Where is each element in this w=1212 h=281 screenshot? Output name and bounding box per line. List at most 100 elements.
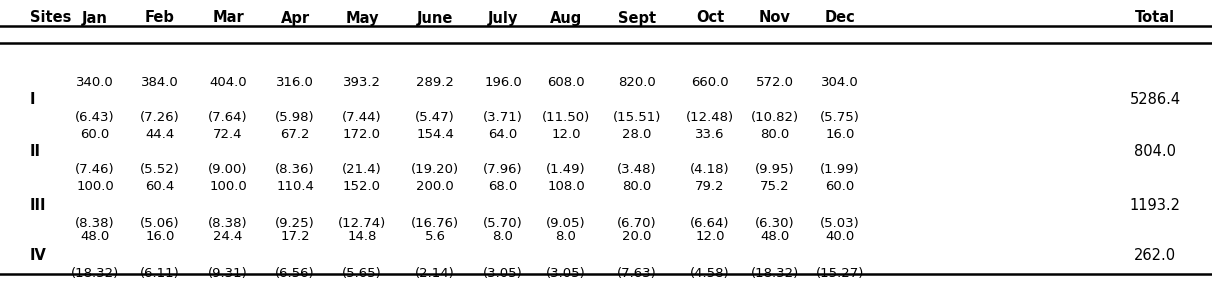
Text: Aug: Aug	[550, 10, 582, 26]
Text: 384.0: 384.0	[141, 76, 179, 89]
Text: (9.95): (9.95)	[755, 164, 795, 176]
Text: 17.2: 17.2	[280, 230, 310, 244]
Text: (6.56): (6.56)	[275, 266, 315, 280]
Text: 79.2: 79.2	[696, 180, 725, 194]
Text: Apr: Apr	[280, 10, 309, 26]
Text: 154.4: 154.4	[416, 128, 454, 140]
Text: 60.0: 60.0	[80, 128, 109, 140]
Text: (7.26): (7.26)	[141, 112, 179, 124]
Text: (11.50): (11.50)	[542, 112, 590, 124]
Text: Feb: Feb	[145, 10, 175, 26]
Text: (7.96): (7.96)	[484, 164, 522, 176]
Text: (12.74): (12.74)	[338, 216, 387, 230]
Text: (9.25): (9.25)	[275, 216, 315, 230]
Text: 72.4: 72.4	[213, 128, 242, 140]
Text: (5.65): (5.65)	[342, 266, 382, 280]
Text: (10.82): (10.82)	[751, 112, 799, 124]
Text: (3.05): (3.05)	[484, 266, 522, 280]
Text: 804.0: 804.0	[1134, 144, 1176, 160]
Text: 393.2: 393.2	[343, 76, 381, 89]
Text: 608.0: 608.0	[547, 76, 585, 89]
Text: 60.4: 60.4	[145, 180, 175, 194]
Text: (1.49): (1.49)	[547, 164, 585, 176]
Text: Jan: Jan	[82, 10, 108, 26]
Text: July: July	[487, 10, 519, 26]
Text: Sept: Sept	[618, 10, 656, 26]
Text: (8.38): (8.38)	[208, 216, 247, 230]
Text: 152.0: 152.0	[343, 180, 381, 194]
Text: (7.44): (7.44)	[342, 112, 382, 124]
Text: 64.0: 64.0	[488, 128, 518, 140]
Text: (4.58): (4.58)	[690, 266, 730, 280]
Text: 20.0: 20.0	[622, 230, 652, 244]
Text: Sites: Sites	[30, 10, 72, 26]
Text: (12.48): (12.48)	[686, 112, 734, 124]
Text: 100.0: 100.0	[76, 180, 114, 194]
Text: (5.06): (5.06)	[141, 216, 179, 230]
Text: 200.0: 200.0	[416, 180, 453, 194]
Text: (15.51): (15.51)	[613, 112, 662, 124]
Text: 40.0: 40.0	[825, 230, 854, 244]
Text: 44.4: 44.4	[145, 128, 175, 140]
Text: (3.71): (3.71)	[484, 112, 522, 124]
Text: 5286.4: 5286.4	[1130, 92, 1180, 108]
Text: (21.4): (21.4)	[342, 164, 382, 176]
Text: Oct: Oct	[696, 10, 724, 26]
Text: 75.2: 75.2	[760, 180, 790, 194]
Text: (9.31): (9.31)	[208, 266, 248, 280]
Text: 110.4: 110.4	[276, 180, 314, 194]
Text: 24.4: 24.4	[213, 230, 242, 244]
Text: (7.63): (7.63)	[617, 266, 657, 280]
Text: 48.0: 48.0	[760, 230, 790, 244]
Text: II: II	[30, 144, 41, 160]
Text: 80.0: 80.0	[623, 180, 652, 194]
Text: (9.00): (9.00)	[208, 164, 247, 176]
Text: (1.99): (1.99)	[821, 164, 859, 176]
Text: 33.6: 33.6	[696, 128, 725, 140]
Text: (6.43): (6.43)	[75, 112, 115, 124]
Text: 404.0: 404.0	[210, 76, 247, 89]
Text: IV: IV	[30, 248, 47, 262]
Text: June: June	[417, 10, 453, 26]
Text: (3.48): (3.48)	[617, 164, 657, 176]
Text: 572.0: 572.0	[756, 76, 794, 89]
Text: (6.70): (6.70)	[617, 216, 657, 230]
Text: 8.0: 8.0	[555, 230, 577, 244]
Text: 340.0: 340.0	[76, 76, 114, 89]
Text: (9.05): (9.05)	[547, 216, 585, 230]
Text: (7.46): (7.46)	[75, 164, 115, 176]
Text: 48.0: 48.0	[80, 230, 109, 244]
Text: 289.2: 289.2	[416, 76, 454, 89]
Text: (6.30): (6.30)	[755, 216, 795, 230]
Text: 5.6: 5.6	[424, 230, 446, 244]
Text: (5.75): (5.75)	[821, 112, 861, 124]
Text: (5.98): (5.98)	[275, 112, 315, 124]
Text: 14.8: 14.8	[348, 230, 377, 244]
Text: 172.0: 172.0	[343, 128, 381, 140]
Text: 100.0: 100.0	[210, 180, 247, 194]
Text: (16.76): (16.76)	[411, 216, 459, 230]
Text: (2.14): (2.14)	[416, 266, 454, 280]
Text: Mar: Mar	[212, 10, 244, 26]
Text: 196.0: 196.0	[484, 76, 522, 89]
Text: 8.0: 8.0	[492, 230, 514, 244]
Text: (3.05): (3.05)	[547, 266, 585, 280]
Text: 262.0: 262.0	[1134, 248, 1176, 262]
Text: 80.0: 80.0	[760, 128, 790, 140]
Text: (18.32): (18.32)	[70, 266, 119, 280]
Text: I: I	[30, 92, 35, 108]
Text: (5.03): (5.03)	[821, 216, 859, 230]
Text: (7.64): (7.64)	[208, 112, 247, 124]
Text: 12.0: 12.0	[696, 230, 725, 244]
Text: (6.11): (6.11)	[141, 266, 179, 280]
Text: 16.0: 16.0	[145, 230, 175, 244]
Text: 28.0: 28.0	[622, 128, 652, 140]
Text: 820.0: 820.0	[618, 76, 656, 89]
Text: Dec: Dec	[824, 10, 856, 26]
Text: 60.0: 60.0	[825, 180, 854, 194]
Text: 68.0: 68.0	[488, 180, 518, 194]
Text: 660.0: 660.0	[691, 76, 728, 89]
Text: 12.0: 12.0	[551, 128, 581, 140]
Text: (8.38): (8.38)	[75, 216, 115, 230]
Text: (15.27): (15.27)	[816, 266, 864, 280]
